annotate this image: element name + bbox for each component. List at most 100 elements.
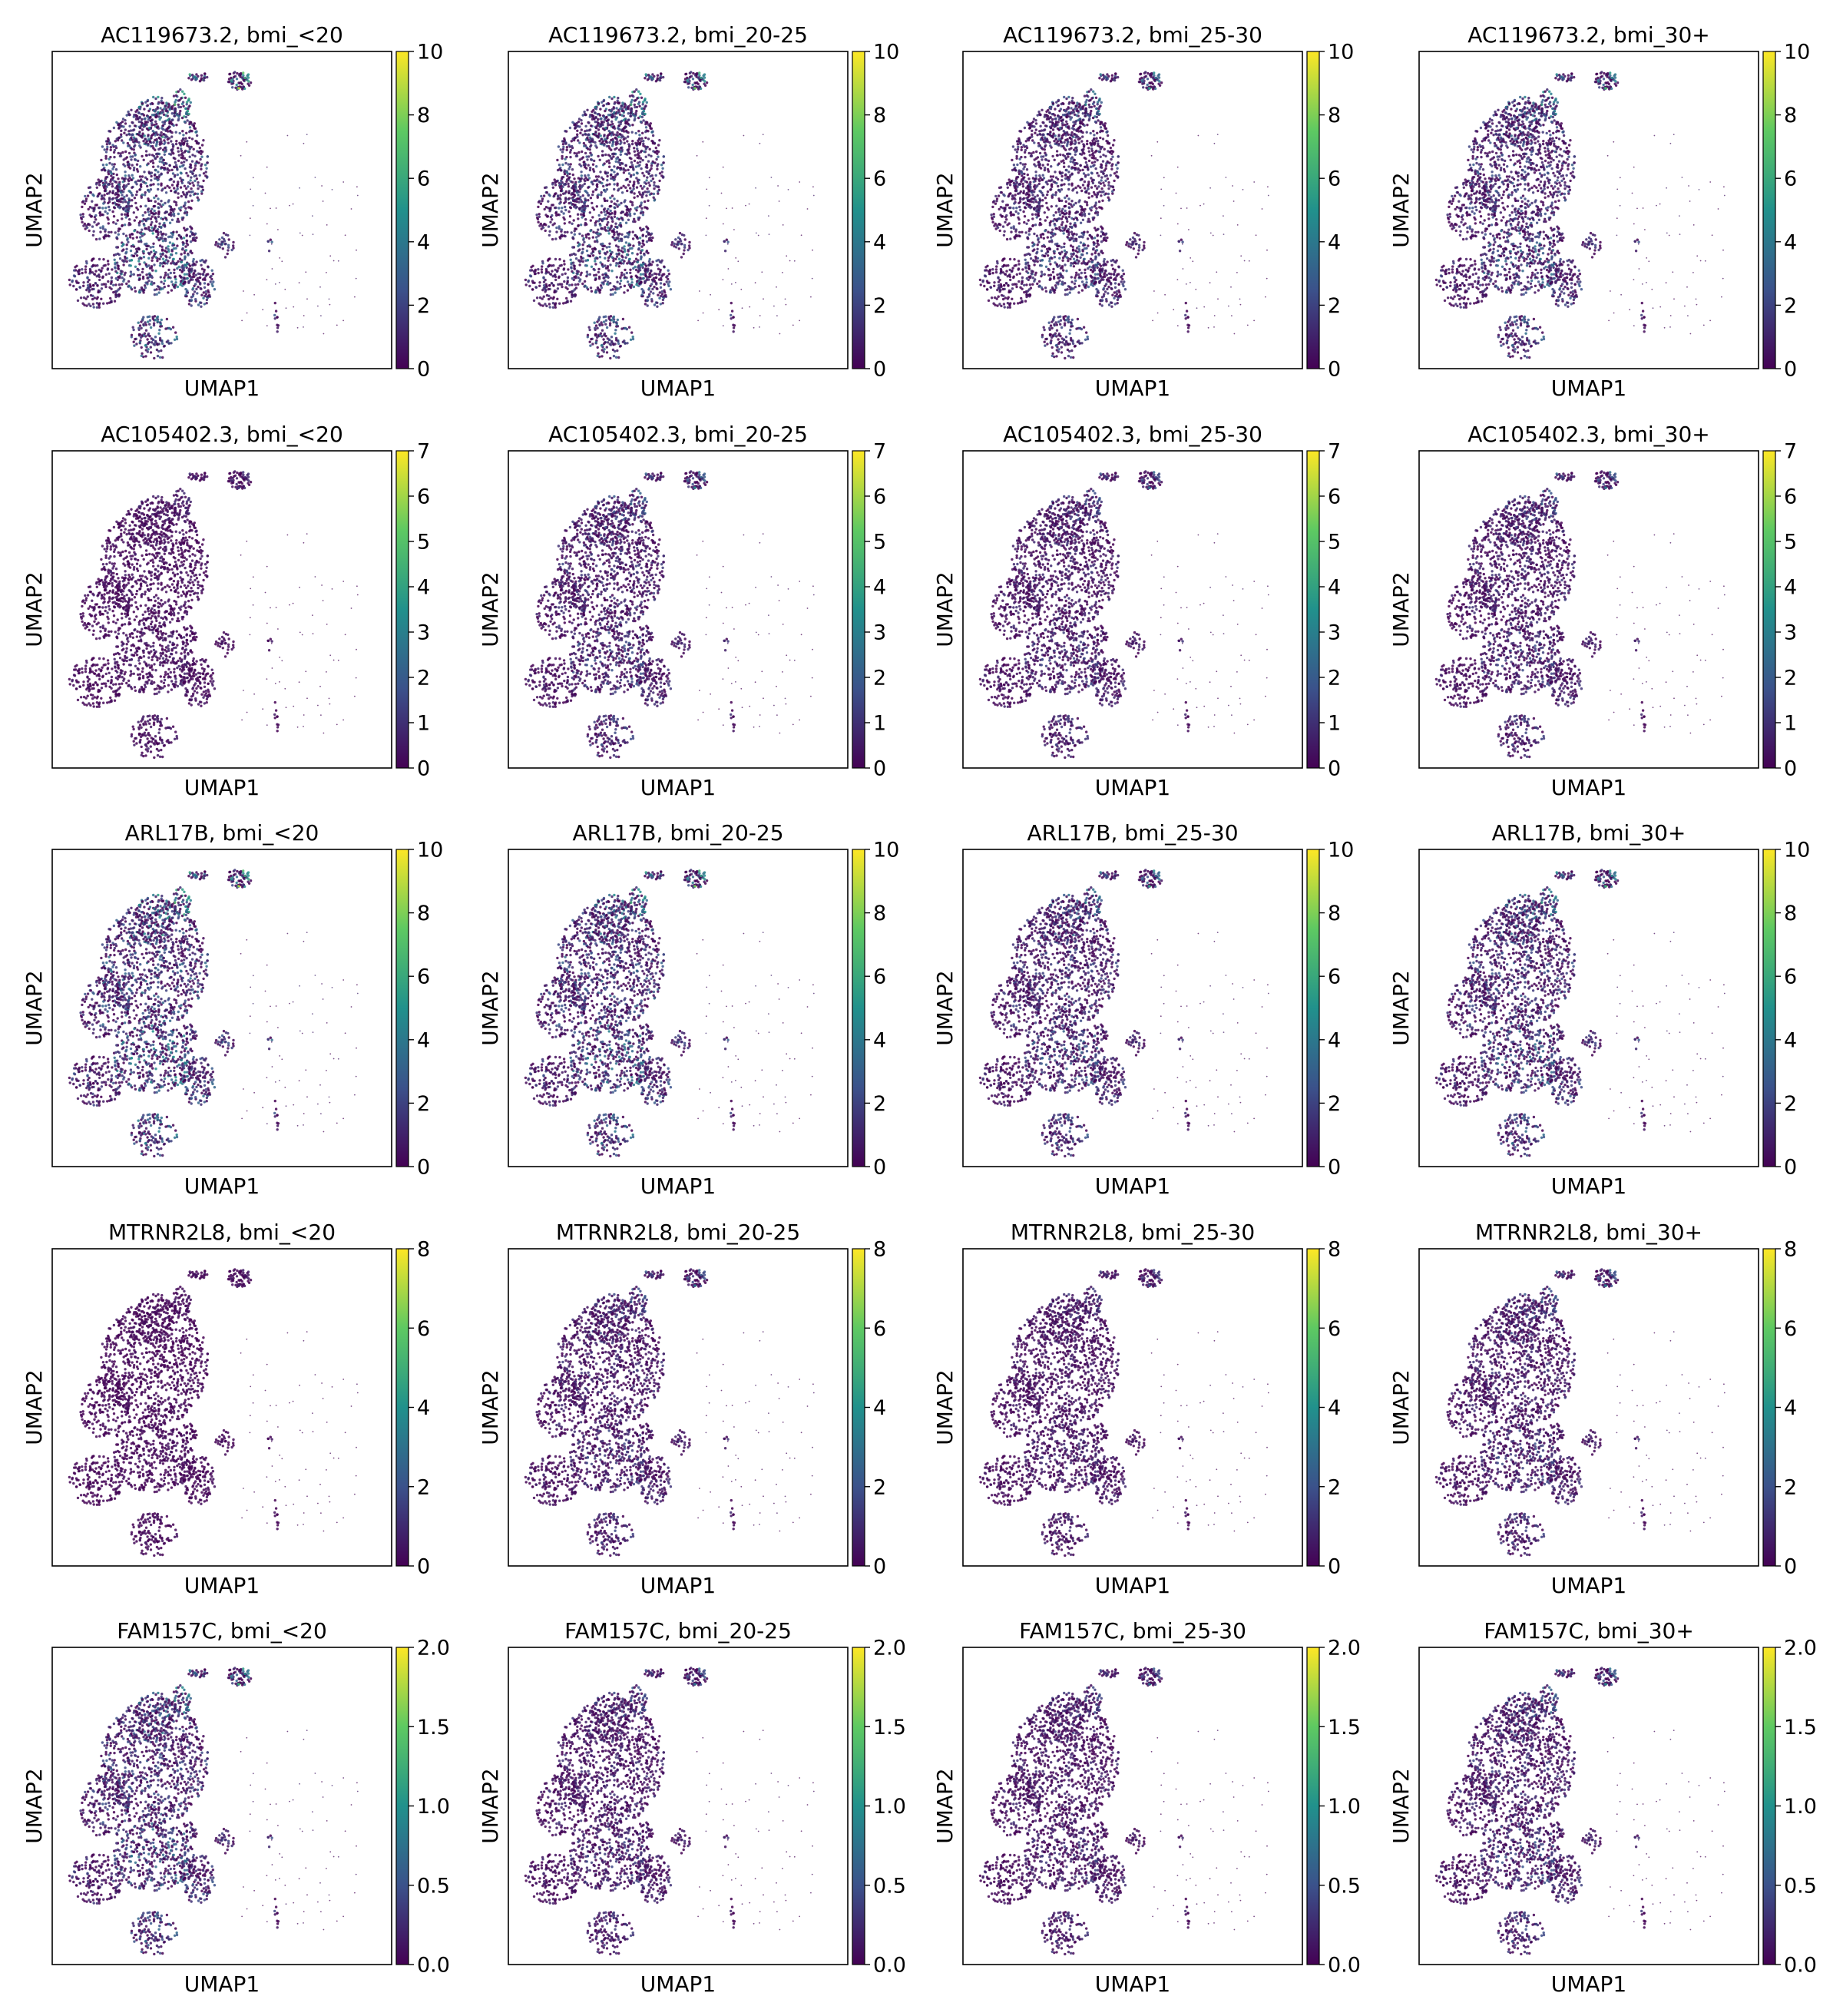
umap-point bbox=[156, 155, 158, 157]
umap-point bbox=[186, 240, 188, 242]
umap-point bbox=[194, 75, 196, 78]
umap-point bbox=[131, 174, 134, 177]
umap-point bbox=[227, 247, 230, 249]
umap-point bbox=[151, 230, 153, 232]
umap-point bbox=[107, 280, 109, 283]
umap-point bbox=[266, 167, 268, 168]
umap-point bbox=[77, 300, 79, 302]
umap-point bbox=[121, 151, 124, 154]
umap-panel: AC119673.2, bmi_20-25UMAP1UMAP20246810 bbox=[478, 22, 899, 401]
umap-point bbox=[131, 194, 134, 197]
umap-point bbox=[166, 262, 168, 264]
umap-point bbox=[312, 215, 313, 217]
umap-point bbox=[197, 142, 200, 144]
umap-point bbox=[117, 293, 120, 296]
umap-point bbox=[123, 132, 125, 134]
umap-point bbox=[130, 192, 132, 194]
umap-point bbox=[153, 250, 155, 252]
umap-point bbox=[131, 155, 134, 157]
umap-point bbox=[85, 289, 88, 291]
umap-point bbox=[157, 102, 160, 104]
umap-point bbox=[194, 122, 196, 124]
umap-point bbox=[118, 275, 121, 277]
umap-point bbox=[142, 316, 144, 318]
umap-point bbox=[150, 210, 152, 212]
umap-point bbox=[224, 256, 227, 258]
umap-point bbox=[146, 178, 148, 180]
umap-point bbox=[150, 137, 152, 139]
umap-point bbox=[186, 103, 188, 105]
umap-point bbox=[124, 214, 126, 216]
umap-point bbox=[84, 271, 87, 273]
umap-point bbox=[117, 188, 119, 190]
umap-point bbox=[179, 209, 181, 211]
umap-point bbox=[108, 206, 110, 208]
umap-point bbox=[85, 297, 88, 300]
umap-point bbox=[200, 156, 203, 158]
umap-point bbox=[138, 263, 141, 265]
umap-point bbox=[154, 210, 156, 212]
umap-point bbox=[356, 278, 357, 280]
umap-point bbox=[112, 284, 114, 286]
umap-point bbox=[162, 124, 164, 127]
umap-point bbox=[174, 331, 177, 333]
umap-point bbox=[127, 201, 130, 204]
umap-point bbox=[82, 213, 84, 215]
umap-point bbox=[153, 197, 155, 199]
umap-point bbox=[82, 216, 84, 218]
umap-point bbox=[98, 237, 101, 240]
umap-point bbox=[177, 106, 180, 108]
umap-point bbox=[174, 111, 176, 114]
umap-point bbox=[167, 276, 170, 278]
umap-point bbox=[155, 143, 157, 145]
umap-point bbox=[173, 208, 175, 210]
umap-point bbox=[131, 259, 133, 261]
umap-point bbox=[145, 218, 147, 220]
umap-point bbox=[190, 101, 192, 104]
umap-point bbox=[156, 343, 158, 346]
umap-point bbox=[167, 142, 170, 144]
umap-point bbox=[164, 202, 166, 204]
umap-point bbox=[240, 155, 242, 157]
umap-point bbox=[174, 339, 176, 341]
umap-point bbox=[136, 164, 138, 166]
umap-point bbox=[227, 249, 229, 251]
umap-point bbox=[110, 174, 112, 177]
umap-point bbox=[170, 209, 173, 211]
umap-point bbox=[133, 115, 135, 118]
umap-point bbox=[127, 197, 130, 200]
umap-point bbox=[194, 140, 197, 142]
umap-point bbox=[144, 191, 147, 194]
umap-point bbox=[246, 141, 247, 143]
umap-point bbox=[170, 123, 173, 125]
umap-point bbox=[231, 86, 233, 88]
umap-point bbox=[196, 134, 198, 137]
umap-point bbox=[103, 237, 105, 240]
umap-point bbox=[189, 265, 191, 267]
umap-point bbox=[89, 270, 91, 272]
umap-point bbox=[276, 330, 279, 333]
umap-point bbox=[153, 227, 155, 230]
umap-point bbox=[241, 76, 243, 78]
umap-point bbox=[114, 291, 117, 293]
umap-point bbox=[116, 236, 118, 238]
umap-point bbox=[228, 78, 230, 80]
umap-point bbox=[156, 349, 158, 351]
umap-point bbox=[166, 318, 168, 320]
umap-point bbox=[106, 217, 108, 219]
umap-point bbox=[147, 280, 150, 282]
umap-point bbox=[124, 223, 126, 226]
umap-point bbox=[141, 136, 144, 138]
umap-point bbox=[153, 255, 155, 257]
umap-point bbox=[116, 262, 118, 264]
umap-point bbox=[194, 167, 196, 170]
umap-point bbox=[200, 302, 202, 304]
umap-point bbox=[230, 82, 233, 84]
umap-point bbox=[575, 257, 577, 260]
umap-point bbox=[189, 207, 191, 209]
umap-point bbox=[139, 165, 141, 167]
umap-point bbox=[181, 130, 184, 132]
umap-point bbox=[82, 281, 84, 283]
umap-point bbox=[167, 248, 170, 250]
umap-point bbox=[99, 230, 101, 233]
